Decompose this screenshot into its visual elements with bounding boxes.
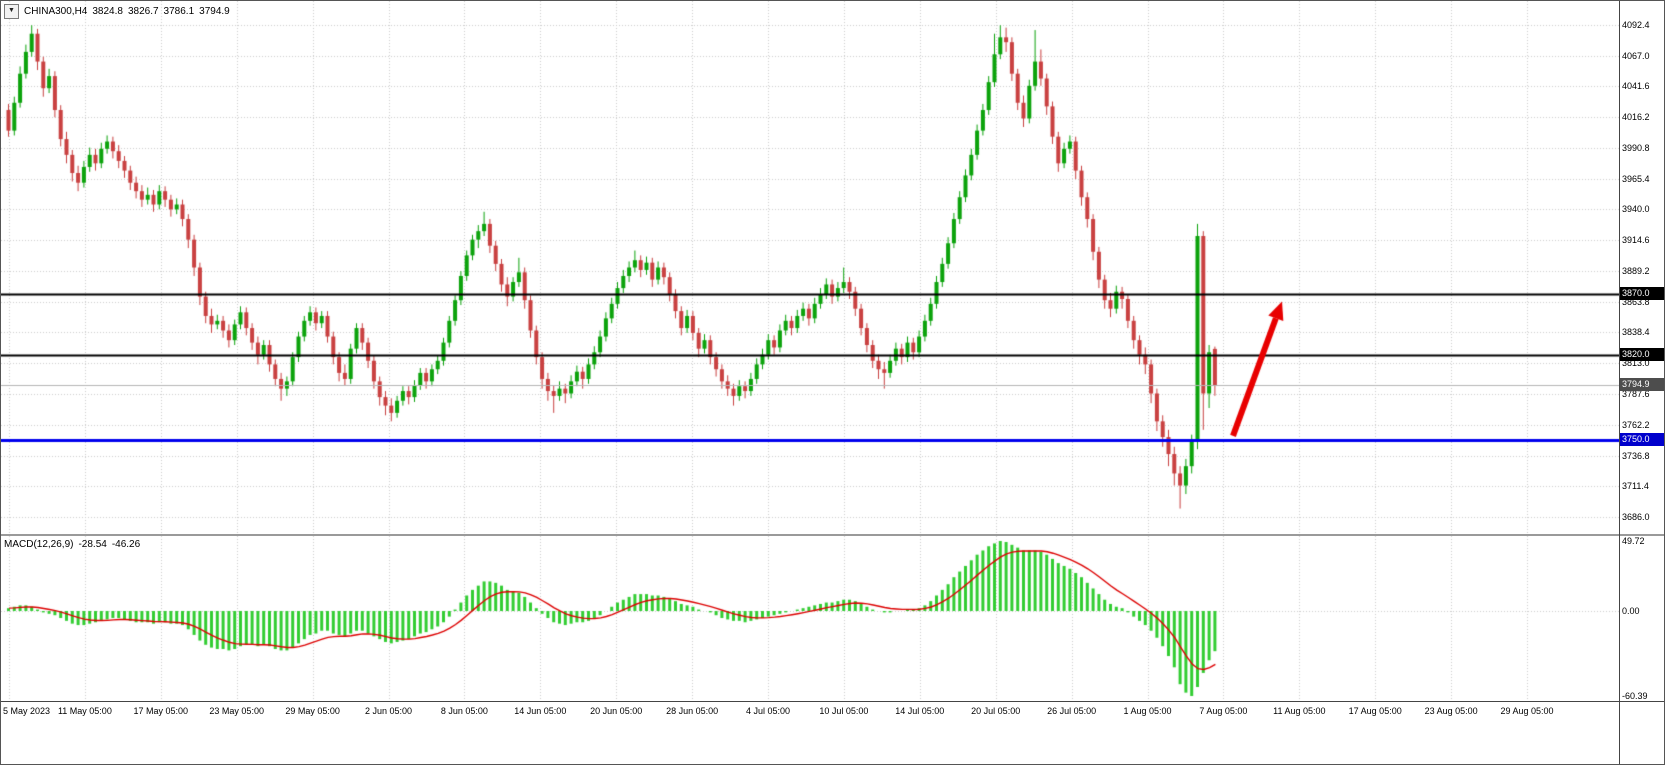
price-line-badge: 3870.0 <box>1620 287 1664 301</box>
price-tick-label: 3940.0 <box>1622 204 1650 215</box>
time-tick-label: 10 Jul 05:00 <box>819 706 869 716</box>
time-tick-label: 23 Aug 05:00 <box>1424 706 1478 716</box>
time-tick-label: 1 Aug 05:00 <box>1123 706 1172 716</box>
macd-value-label: -28.54 <box>78 539 107 550</box>
macd-axis-label: 49.72 <box>1622 536 1645 546</box>
time-tick-label: 11 Aug 05:00 <box>1273 706 1326 716</box>
macd-indicator-label: MACD(12,26,9) -28.54 -46.26 <box>4 539 140 550</box>
price-tick-label: 4041.6 <box>1622 81 1650 92</box>
time-tick-label: 4 Jul 05:00 <box>745 706 791 716</box>
price-axis-separator <box>1620 534 1664 536</box>
price-line-badge: 3794.9 <box>1620 378 1664 392</box>
time-tick-label: 7 Aug 05:00 <box>1199 706 1248 716</box>
time-tick-label: 17 May 05:00 <box>133 706 189 716</box>
chevron-down-icon: ▼ <box>8 7 15 14</box>
time-tick-label: 14 Jun 05:00 <box>514 706 567 716</box>
price-axis-bottom-separator <box>1620 701 1664 702</box>
ohlc-open-value: 3824.8 <box>92 6 123 17</box>
price-tick-label: 3838.4 <box>1622 327 1650 338</box>
time-tick-label: 5 May 2023 <box>3 706 51 716</box>
time-tick-label: 2 Jun 05:00 <box>364 706 413 716</box>
price-tick-label: 3686.0 <box>1622 512 1650 523</box>
price-tick-label: 3762.2 <box>1622 419 1650 430</box>
price-tick-label: 4067.0 <box>1622 50 1650 61</box>
ohlc-close-value: 3794.9 <box>199 6 230 17</box>
time-tick-label: 8 Jun 05:00 <box>440 706 488 716</box>
price-tick-label: 3813.0 <box>1622 358 1650 369</box>
price-chart-canvas[interactable] <box>1 1 1619 534</box>
time-axis[interactable]: 5 May 2023 11 May 05:00 17 May 05:00 23 May… <box>1 701 1619 764</box>
price-tick-label: 3736.8 <box>1622 450 1650 461</box>
price-tick-label: 3787.6 <box>1622 388 1650 399</box>
price-axis[interactable]: 4092.4 4067.0 4041.6 4016.2 3990.8 3965.4 3940… <box>1619 1 1664 764</box>
ohlc-high-value: 3826.7 <box>127 6 159 17</box>
price-tick-label: 3990.8 <box>1622 142 1650 153</box>
time-tick-label: 23 May 05:00 <box>209 706 264 716</box>
time-tick-label: 14 Jul 05:00 <box>895 706 945 716</box>
time-tick-label: 11 May 05:00 <box>57 706 112 716</box>
price-tick-label: 4092.4 <box>1622 19 1650 30</box>
price-tick-label: 3711.4 <box>1622 481 1649 492</box>
macd-panel-canvas[interactable] <box>1 536 1619 701</box>
macd-axis-label: -60.39 <box>1622 691 1648 701</box>
time-tick-label: 29 Aug 05:00 <box>1500 706 1554 716</box>
price-tick-label: 3914.6 <box>1622 235 1650 246</box>
time-tick-label: 17 Aug 05:00 <box>1348 706 1402 716</box>
macd-name-label: MACD(12,26,9) <box>4 539 74 550</box>
price-tick-label: 4016.2 <box>1622 112 1650 123</box>
price-tick-label: 3965.4 <box>1622 173 1650 184</box>
price-tick-label: 3863.8 <box>1622 296 1650 307</box>
macd-axis-label: 0.00 <box>1622 605 1640 616</box>
ohlc-low-value: 3786.1 <box>163 6 195 17</box>
time-tick-label: 28 Jun 05:00 <box>666 706 719 716</box>
price-line-badge: 3820.0 <box>1620 347 1664 361</box>
price-tick-label: 3889.2 <box>1622 265 1650 276</box>
chart-title-bar: ▼ CHINA300,H4 3824.8 3826.7 3786.1 3794.… <box>4 4 230 19</box>
symbol-period-label: CHINA300,H4 <box>24 6 88 17</box>
time-tick-label: 26 Jul 05:00 <box>1047 706 1097 716</box>
panel-separator[interactable] <box>1 534 1619 536</box>
time-tick-label: 29 May 05:00 <box>285 706 340 716</box>
chart-dropdown-button[interactable]: ▼ <box>4 4 19 19</box>
time-tick-label: 20 Jun 05:00 <box>590 706 643 716</box>
macd-signal-label: -46.26 <box>111 539 141 550</box>
price-line-badge: 3750.0 <box>1620 432 1664 446</box>
time-tick-label: 20 Jul 05:00 <box>971 706 1021 716</box>
